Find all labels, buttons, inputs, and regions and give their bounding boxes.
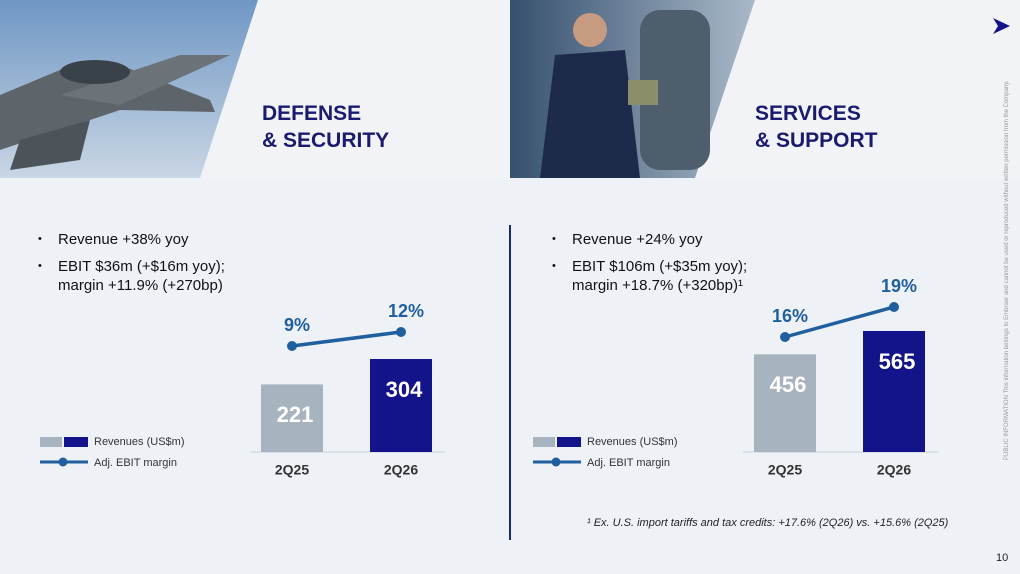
title-line: DEFENSE [262,102,362,125]
bullet-list: Revenue +24% yoy EBIT $106m (+$35m yoy);… [552,230,777,303]
bullet: EBIT $36m (+$16m yoy); margin +11.9% (+2… [38,257,258,295]
legend-swatch [557,437,581,447]
line-value-label: 16% [772,306,808,326]
legend-swatch [64,437,88,447]
legend-label: Revenues (US$m) [94,436,184,448]
bar [261,384,323,452]
line-value-label: 19% [881,276,917,296]
line-value-label: 12% [388,301,424,321]
legend-label: Adj. EBIT margin [94,457,177,469]
bar [370,359,432,452]
x-tick-label: 2Q25 [275,462,309,478]
legend-marker [58,457,68,467]
bar [754,354,816,452]
logo [993,18,1010,34]
line-marker [780,332,790,342]
bullet: EBIT $106m (+$35m yoy); margin +18.7% (+… [552,257,777,295]
page-number: 10 [996,552,1009,564]
x-tick-label: 2Q25 [768,462,802,478]
bar-value-label: 304 [386,377,423,402]
line-value-label: 9% [284,315,310,335]
aircraft [0,55,230,170]
line [291,330,402,348]
x-tick-label: 2Q26 [877,462,911,478]
title-line: & SUPPORT [755,129,878,152]
bullet-list: Revenue +38% yoy EBIT $36m (+$16m yoy); … [38,230,258,303]
legend-swatch [40,437,62,447]
bullet: Revenue +38% yoy [38,230,258,249]
section-title: SERVICES & SUPPORT [755,100,878,154]
line-marker [287,341,297,351]
title-line: SERVICES [755,102,861,125]
bar-value-label: 221 [277,402,314,427]
legend-marker [551,457,561,467]
x-tick-label: 2Q26 [384,462,418,478]
bar [863,331,925,452]
title-line: & SECURITY [262,129,390,152]
technician [540,10,710,178]
legend-label: Adj. EBIT margin [587,457,670,469]
bullet: Revenue +24% yoy [552,230,777,249]
legend-label: Revenues (US$m) [587,436,677,448]
line-marker [889,302,899,312]
line-marker [396,327,406,337]
line [784,305,895,339]
bar-value-label: 456 [770,372,807,397]
legend-swatch [533,437,555,447]
bar-value-label: 565 [879,349,916,374]
section-title: DEFENSE & SECURITY [262,100,389,154]
footnote: ¹ Ex. U.S. import tariffs and tax credit… [587,517,949,529]
side-note: PUBLIC INFORMATION This information belo… [1004,80,1010,461]
